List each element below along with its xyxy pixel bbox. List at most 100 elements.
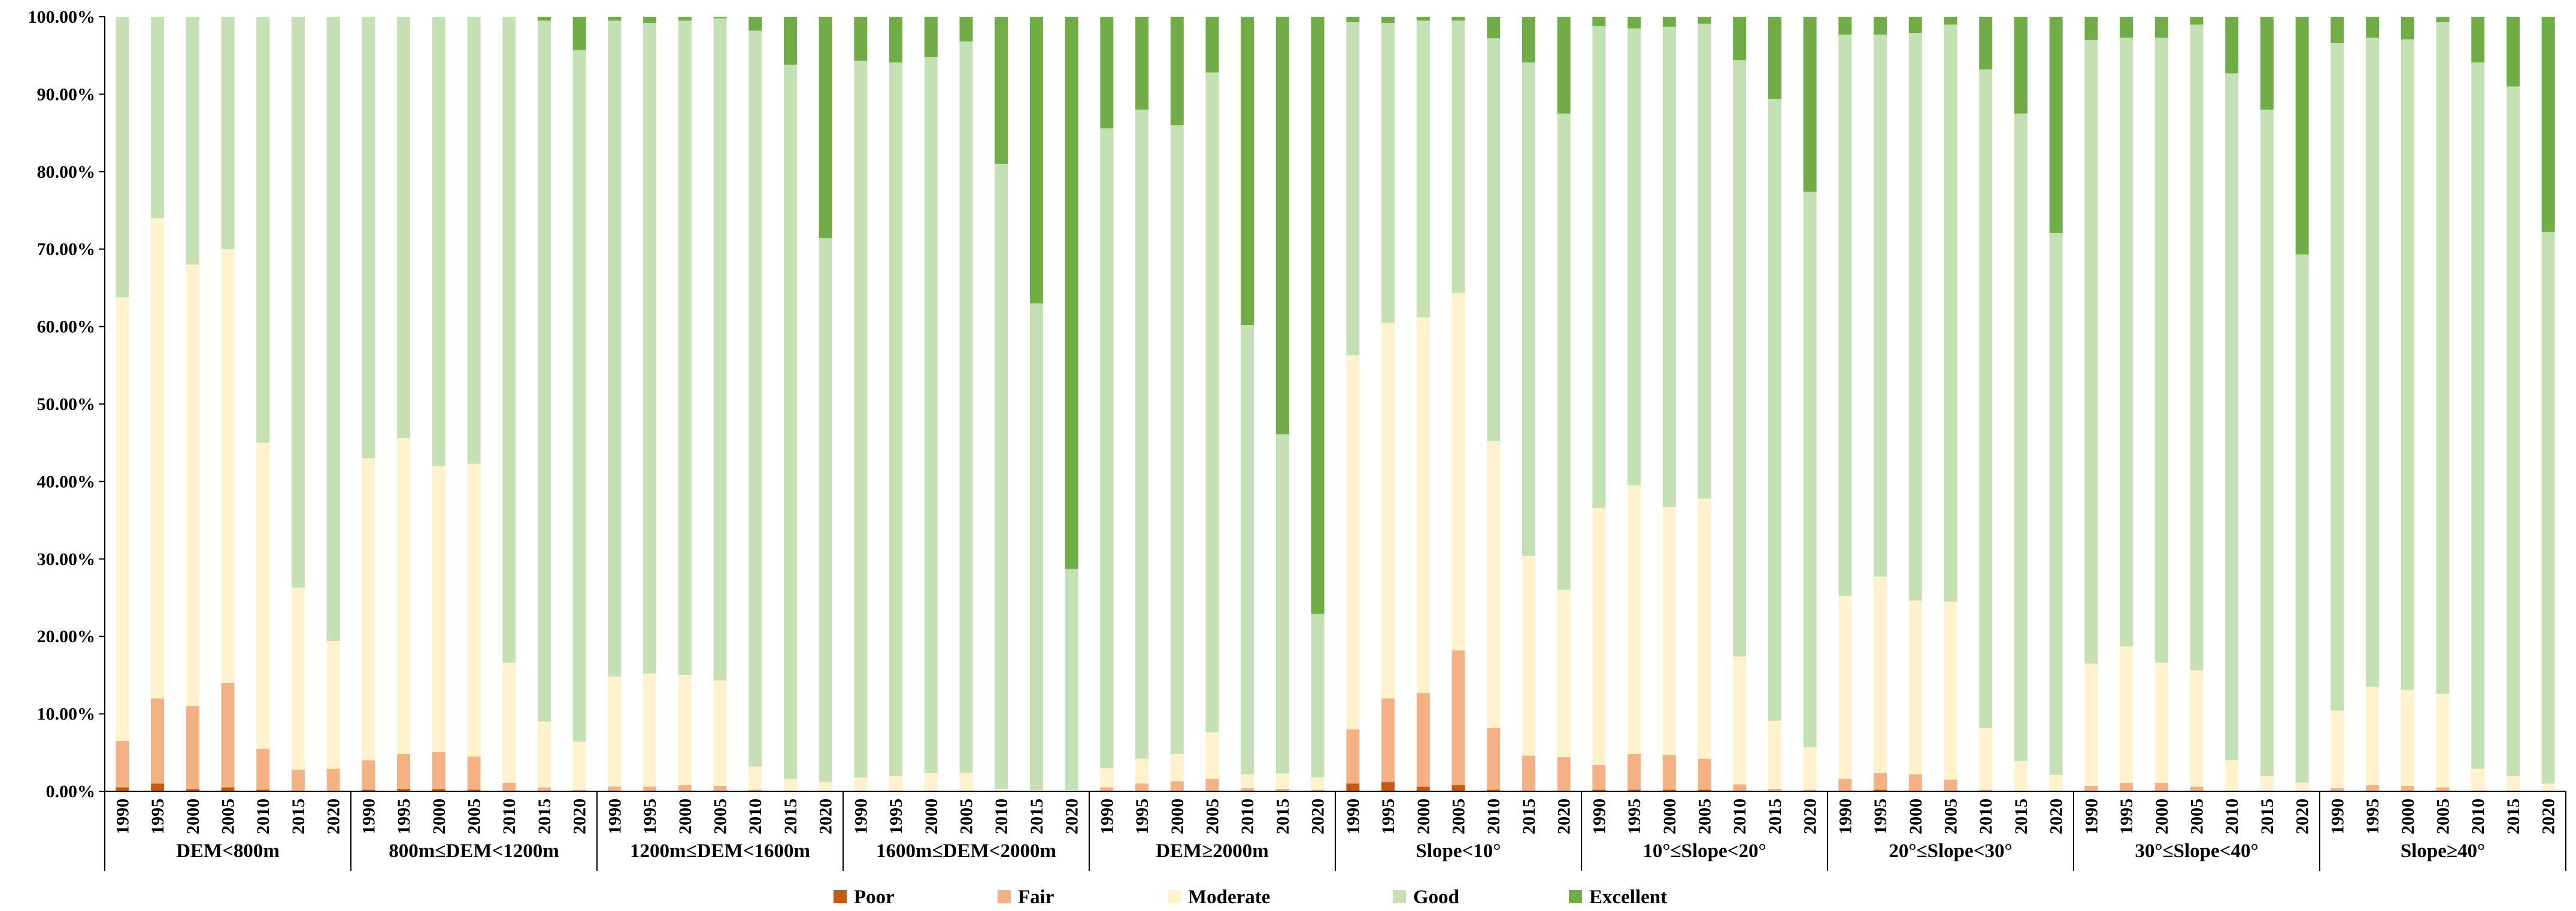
bar-segment-fair (221, 682, 235, 788)
bar-segment-good (537, 20, 551, 722)
bar-segment-moderate (1346, 355, 1360, 730)
bar-segment-fair (397, 754, 411, 789)
bar-segment-good (2120, 37, 2133, 647)
x-year-label: 2005 (2433, 798, 2453, 834)
bar-segment-excellent (2014, 17, 2028, 114)
bar-segment-fair (151, 698, 165, 784)
bar-segment-poor (467, 789, 481, 791)
bar-segment-good (1275, 434, 1289, 774)
x-year-label: 2020 (816, 798, 836, 834)
bar-segment-excellent (819, 17, 832, 239)
bar-segment-excellent (1275, 17, 1289, 435)
bar-segment-good (1346, 22, 1360, 356)
bar-segment-excellent (1768, 17, 1781, 99)
bar-segment-poor (1698, 789, 1711, 791)
bar-segment-excellent (995, 17, 1008, 164)
bar-segment-moderate (2295, 782, 2309, 791)
bar-segment-moderate (186, 265, 199, 706)
x-year-label: 2020 (570, 798, 590, 834)
bar-segment-good (1838, 34, 1852, 596)
bar-segment-excellent (2295, 17, 2309, 255)
bar-segment-excellent (678, 17, 692, 21)
bar-segment-fair (1979, 789, 1993, 791)
bar-segment-excellent (2154, 17, 2168, 38)
x-year-label: 2000 (1660, 798, 1680, 834)
bar-segment-moderate (2154, 663, 2168, 783)
legend: Poor Fair Moderate Good Excellent (834, 886, 1667, 908)
bar-segment-moderate (2401, 690, 2414, 786)
bar-segment-excellent (2366, 17, 2380, 38)
bar-segment-good (713, 18, 727, 681)
bar-segment-moderate (1944, 601, 1957, 780)
bar-segment-moderate (1029, 789, 1043, 791)
bar-segment-good (2541, 232, 2555, 784)
bar-segment-fair (186, 706, 199, 789)
x-year-label: 2005 (957, 798, 977, 834)
x-year-label: 2015 (1765, 798, 1785, 834)
bar-segment-moderate (221, 249, 235, 683)
bar-segment-good (678, 20, 692, 675)
x-year-label: 1990 (1343, 798, 1363, 834)
bar-segment-moderate (151, 218, 165, 699)
bar-segment-fair (748, 789, 762, 791)
group-label: 30°≤Slope<40° (2135, 840, 2258, 862)
bar-segment-good (1487, 38, 1501, 442)
y-tick-label: 60.00% (37, 317, 96, 337)
bar-segment-fair (1698, 758, 1711, 790)
bar-segment-excellent (1065, 17, 1078, 569)
bar-segment-fair (1944, 779, 1957, 791)
bar-segment-good (2436, 22, 2450, 694)
x-year-label: 2020 (2047, 798, 2066, 834)
legend-label-fair: Fair (1018, 886, 1054, 908)
bar-segment-fair (2120, 782, 2133, 791)
bar-segment-excellent (1908, 17, 1922, 34)
bar-segment-excellent (1592, 17, 1606, 26)
bar-segment-moderate (1241, 774, 1254, 788)
bar-segment-excellent (1522, 17, 1535, 63)
bar-segment-moderate (2190, 670, 2204, 787)
bar-segment-fair (1135, 784, 1149, 791)
x-year-label: 2005 (711, 798, 731, 834)
x-year-label: 1990 (359, 798, 378, 834)
x-year-label: 2015 (2257, 798, 2277, 834)
bar-segment-moderate (1803, 747, 1817, 790)
bar-segment-good (1205, 72, 1219, 733)
bar-segment-excellent (1346, 17, 1360, 23)
bar-segment-moderate (1065, 789, 1078, 791)
bar-segment-good (116, 17, 129, 297)
bar-segment-good (819, 238, 832, 782)
x-year-label: 2015 (1027, 798, 1047, 834)
bar-segment-good (924, 57, 938, 773)
bar-segment-fair (643, 787, 657, 791)
bar-segment-fair (2084, 785, 2098, 791)
x-year-label: 2015 (1519, 798, 1539, 834)
bar-segment-excellent (2084, 17, 2098, 40)
y-tick-label: 0.00% (46, 782, 96, 801)
bar-segment-fair (326, 769, 340, 791)
x-year-label: 2000 (922, 798, 941, 834)
bar-segment-excellent (2436, 17, 2450, 23)
group-label: DEM<800m (176, 840, 280, 862)
x-year-label: 2000 (1906, 798, 1926, 834)
legend-label-good: Good (1413, 886, 1459, 908)
bar-segment-fair (1592, 765, 1606, 790)
x-year-label: 2015 (781, 798, 801, 834)
bar-segment-moderate (291, 587, 305, 770)
x-year-label: 2020 (2293, 798, 2313, 834)
bar-segment-fair (1241, 788, 1254, 791)
bar-segment-moderate (2225, 760, 2239, 791)
bar-segment-excellent (1698, 17, 1711, 24)
bar-segment-good (2049, 233, 2063, 775)
bar-segment-fair (1170, 781, 1184, 791)
bar-segment-excellent (1838, 17, 1852, 35)
bar-segment-good (1908, 33, 1922, 601)
bar-segment-good (362, 17, 375, 458)
bar-segment-good (783, 65, 797, 779)
bar-segment-excellent (2120, 17, 2133, 38)
bar-segment-moderate (678, 675, 692, 785)
bar-segment-good (2401, 39, 2414, 690)
bar-segment-fair (608, 787, 622, 791)
bar-segment-fair (362, 760, 375, 790)
group-label: Slope<10° (1416, 840, 1501, 862)
x-year-label: 1995 (640, 798, 660, 834)
